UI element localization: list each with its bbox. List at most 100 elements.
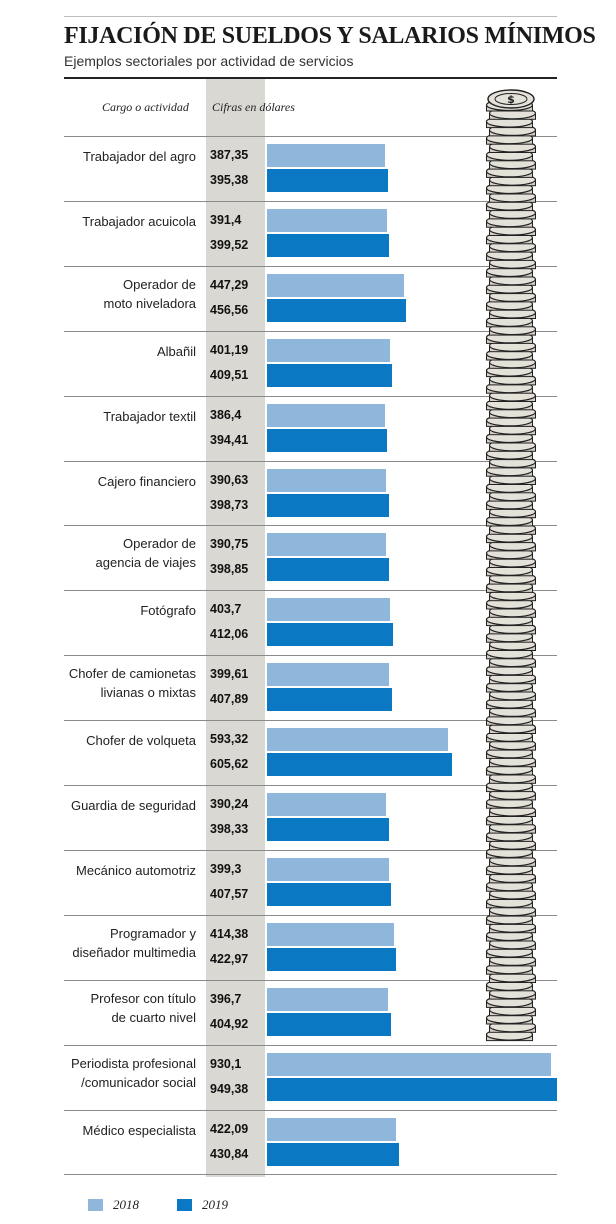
value-column-header: Cifras en dólares [212,100,295,114]
row-separator [64,395,557,397]
value-label-2019: 399,52 [210,237,249,252]
svg-text:$: $ [507,93,515,106]
bar-2018 [267,857,389,881]
category-label: Periodista profesional/comunicador socia… [46,1054,196,1092]
category-label: Fotógrafo [46,601,196,620]
bar-2019 [267,233,389,257]
category-label-line: /comunicador social [81,1074,196,1090]
chart-title: FIJACIÓN DE SUELDOS Y SALARIOS MÍNIMOS [64,23,596,49]
category-label-line: Mecánico automotriz [76,862,196,878]
row-separator [64,330,557,332]
category-column-header: Cargo o actividad [102,100,189,114]
category-label-line: Profesor con título [90,990,197,1006]
bar-2019 [267,428,387,452]
value-label-2019: 398,85 [210,562,249,577]
value-label-2019: 398,73 [210,497,249,512]
legend-swatch-2018 [88,1199,103,1211]
category-label-line: agencia de viajes [95,555,196,571]
row-separator [64,979,557,981]
row-separator [64,785,557,786]
value-label-2019: 605,62 [210,757,249,772]
bar-2019 [267,1012,391,1036]
category-label: Operador de moto niveladora [46,275,197,313]
category-label-line: Albañil [156,343,196,359]
row-separator [64,1174,557,1176]
bar-2019 [267,169,388,192]
bar-2019 [267,947,396,971]
category-label-line: livianas o mixtas [100,685,196,701]
bar-2019 [267,1077,557,1101]
category-label-line: Chofer de camionetas [68,666,196,682]
row-separator [64,460,557,462]
value-label-2018: 391,4 [210,212,242,227]
value-column-background [206,79,265,1177]
category-label-line: Trabajador textil [103,408,196,424]
value-label-2019: 949,38 [210,1081,249,1096]
bar-2019 [267,298,406,322]
value-label-2018: 399,3 [210,861,242,876]
bar-2018 [267,987,388,1011]
category-label-line: Periodista profesional [70,1055,196,1071]
category-label-line: de cuarto nivel [111,1009,196,1025]
value-label-2018: 401,19 [210,342,249,357]
bar-2019 [267,753,452,777]
value-label-2019: 430,84 [210,1146,249,1161]
value-label-2018: 399,61 [210,667,249,682]
value-label-2018: 390,63 [210,472,249,487]
row-separator [64,200,557,202]
value-label-2019: 395,38 [210,173,249,187]
category-label-line: Médico especialista [82,1122,196,1138]
value-label-2019: 398,33 [210,822,249,836]
value-label-2018: 387,35 [210,148,249,162]
value-label-2018: 403,7 [210,602,242,617]
row-separator [64,720,557,722]
bar-2018 [267,144,385,167]
category-label-line: Trabajador acuicola [82,213,196,229]
category-label: Cajero financiero [46,472,196,491]
bar-2019 [267,493,389,517]
bar-2018 [267,598,390,622]
row-separator [64,849,557,851]
category-label: Médico especialista [46,1121,196,1140]
category-label: Operador de agencia de viajes [46,534,196,572]
category-label-line: Chofer de volqueta [86,733,196,749]
legend-label-2019: 2019 [202,1197,228,1212]
category-label: Mecánico automotriz [46,861,196,880]
bar-2018 [267,922,394,946]
category-label: Trabajador textil [46,407,196,426]
bar-2018 [267,273,404,297]
value-label-2019: 412,06 [210,627,249,642]
value-label-2019: 407,89 [210,692,249,707]
category-label: Programador y diseñador multimedia [46,924,196,962]
bar-2018 [267,208,387,232]
value-label-2019: 407,57 [210,886,249,901]
bar-2018 [267,793,386,816]
bar-2019 [267,1142,399,1166]
row-separator [64,265,557,267]
bar-2018 [267,728,448,752]
row-separator [64,1109,557,1111]
value-label-2018: 390,24 [210,797,249,811]
bar-2019 [267,623,393,647]
row-separator [64,525,557,527]
category-label-line: moto niveladora [103,295,197,311]
legend-label-2018: 2018 [113,1197,139,1212]
value-label-2018: 390,75 [210,537,249,552]
category-label-line: Cajero financiero [97,473,196,489]
top-rule [64,16,557,17]
category-label: Trabajador acuicola [46,212,196,231]
bar-2018 [267,1117,396,1141]
bar-2019 [267,882,391,906]
legend: 2018 2019 [88,1197,266,1213]
category-label-line: Fotógrafo [140,603,196,619]
bar-2018 [267,468,386,492]
bar-2018 [267,663,389,687]
legend-item-2018: 2018 [88,1197,139,1213]
value-label-2018: 414,38 [210,926,249,941]
value-label-2019: 404,92 [210,1016,249,1031]
value-label-2019: 422,97 [210,951,249,966]
row-separator [64,590,557,592]
value-label-2018: 930,1 [210,1056,242,1071]
bar-2019 [267,363,392,387]
category-label-line: diseñador multimedia [72,944,196,960]
